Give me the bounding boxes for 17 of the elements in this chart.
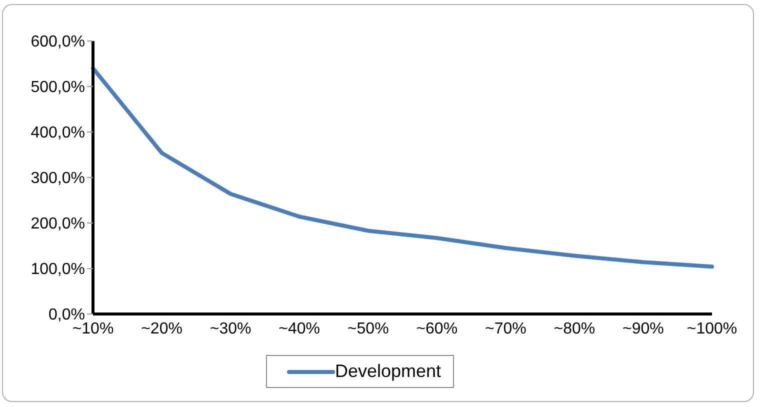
x-tick-label: ~90%	[622, 320, 664, 338]
x-tick-label: ~30%	[210, 320, 252, 338]
x-tick-label: ~60%	[416, 320, 458, 338]
y-tick-label: 400,0%	[30, 124, 85, 142]
x-tick-label: ~70%	[484, 320, 526, 338]
x-tick-label: ~80%	[554, 320, 596, 338]
y-tick-label: 500,0%	[30, 79, 85, 96]
x-tick-label: ~100%	[686, 320, 738, 338]
x-tick-label: ~50%	[347, 320, 389, 338]
line-series	[91, 66, 714, 269]
y-tick-label: 300,0%	[30, 170, 85, 188]
legend-label: Development	[334, 361, 442, 382]
y-tick-label: 100,0%	[30, 261, 85, 278]
x-tick-label: ~20%	[141, 320, 182, 338]
x-tick-label: ~40%	[278, 320, 320, 338]
y-tick-label: 200,0%	[30, 216, 85, 233]
y-tick-label: 600,0%	[30, 34, 85, 51]
